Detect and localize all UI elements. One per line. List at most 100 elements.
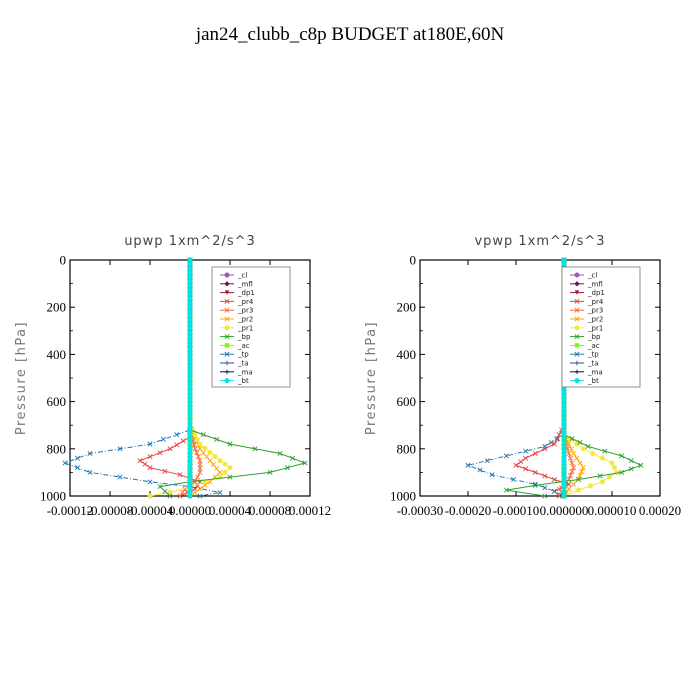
data-point (561, 433, 567, 439)
data-point (187, 304, 193, 310)
data-point (532, 469, 538, 475)
data-point (580, 465, 586, 471)
data-point (187, 390, 193, 396)
legend-marker (574, 360, 580, 366)
data-point (187, 343, 193, 349)
data-point (561, 446, 567, 452)
data-point (217, 469, 223, 475)
data-point (187, 317, 193, 323)
legend-label: _pr2 (587, 316, 603, 324)
data-point (187, 394, 193, 400)
data-point (117, 474, 123, 480)
data-point (561, 459, 567, 465)
data-point (187, 266, 193, 272)
data-point (614, 469, 620, 475)
y-tick-label: 800 (397, 441, 417, 456)
data-point (187, 476, 193, 482)
data-point (599, 479, 605, 485)
data-point (561, 454, 567, 460)
data-point (580, 446, 586, 452)
data-point (187, 270, 193, 276)
y-tick-label: 400 (397, 347, 417, 362)
data-point (147, 441, 153, 447)
data-point (611, 465, 617, 471)
data-point (195, 436, 201, 442)
y-tick-label: 600 (397, 394, 417, 409)
data-point (569, 460, 575, 466)
legend-marker (224, 281, 230, 287)
legend-label: _ta (237, 360, 249, 368)
data-point (609, 460, 615, 466)
x-tick-label: 0.00012 (289, 503, 331, 518)
data-point (561, 390, 567, 396)
data-point (192, 432, 198, 438)
data-point (548, 439, 554, 446)
legend-label: _pr4 (587, 298, 604, 306)
y-axis-label: Pressure [hPa] (364, 321, 379, 435)
data-point (197, 469, 203, 475)
data-point (561, 463, 567, 469)
data-point (542, 473, 548, 479)
data-point (180, 438, 186, 444)
legend-label: _pr3 (587, 307, 603, 315)
data-point (628, 466, 634, 472)
data-point (162, 488, 168, 494)
data-point (542, 443, 548, 449)
data-point (597, 473, 603, 479)
data-point (511, 476, 517, 482)
legend-marker (574, 316, 580, 322)
data-point (187, 274, 193, 280)
legend-marker (574, 325, 580, 331)
data-point (619, 453, 625, 459)
legend-label: _mfl (587, 280, 603, 288)
legend-label: _dp1 (587, 289, 605, 297)
x-tick-label: 0.00004 (209, 503, 252, 518)
data-point (523, 448, 529, 454)
data-point (551, 476, 557, 482)
legend-label: _tp (587, 351, 599, 359)
data-point (187, 330, 193, 336)
y-tick-label: 200 (397, 300, 417, 315)
data-point (607, 474, 613, 480)
data-point (167, 493, 173, 499)
data-point (74, 455, 81, 461)
data-point (197, 441, 203, 447)
legend-label: _pr1 (237, 324, 253, 332)
data-point (187, 278, 193, 284)
data-point (484, 458, 490, 464)
data-point (187, 416, 193, 422)
series-tp (465, 257, 567, 499)
data-point (187, 399, 193, 405)
data-point (147, 465, 153, 471)
data-point (518, 459, 524, 465)
data-point (477, 467, 483, 473)
panel-upwp: upwp 1xm^2/s^3 Pressure [hPa] 0 200 400 600 80… (14, 234, 331, 518)
data-point (187, 360, 193, 366)
data-point (197, 465, 203, 471)
data-point (628, 458, 634, 464)
data-point (187, 377, 193, 383)
data-point (202, 482, 208, 488)
legend-label: _bt (237, 377, 249, 385)
y-tick-label: 200 (47, 300, 67, 315)
data-point (561, 480, 567, 486)
data-point (187, 287, 193, 293)
data-point (503, 453, 509, 459)
data-point (174, 442, 180, 448)
data-point (566, 441, 572, 447)
data-point (187, 437, 193, 443)
data-point (561, 399, 567, 405)
data-point (162, 468, 168, 474)
legend-marker (224, 369, 230, 374)
y-tick-label: 600 (47, 394, 67, 409)
data-point (556, 432, 562, 438)
data-point (187, 407, 193, 413)
legend-label: _ta (587, 360, 599, 368)
data-point (187, 283, 193, 289)
legend-marker (224, 272, 230, 278)
legend-marker (224, 334, 230, 340)
data-point (187, 484, 193, 490)
data-point (167, 489, 173, 495)
legend-marker (224, 307, 230, 313)
